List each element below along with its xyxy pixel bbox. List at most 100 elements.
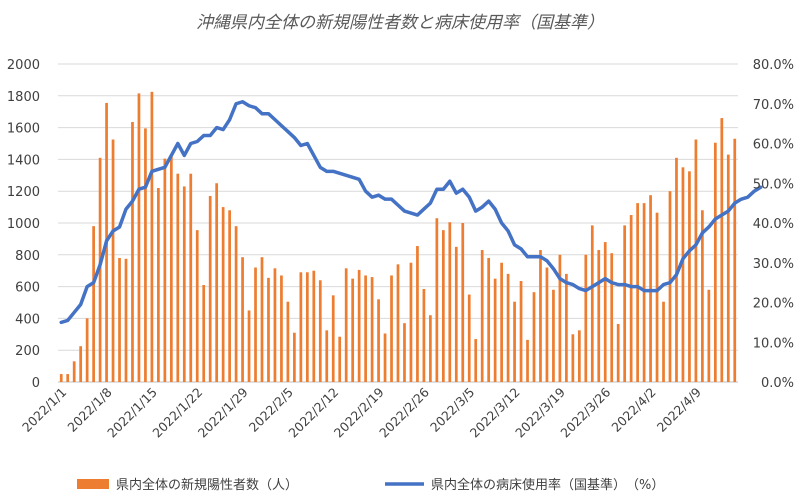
bar <box>403 323 406 382</box>
bar <box>92 226 95 382</box>
bar <box>131 122 134 382</box>
bar <box>558 254 562 382</box>
bar <box>603 242 607 382</box>
bar <box>429 315 432 382</box>
bar <box>377 299 380 382</box>
bar <box>312 270 316 382</box>
bar <box>221 207 225 382</box>
bar <box>202 285 206 382</box>
bar <box>681 167 685 382</box>
bar <box>79 346 83 382</box>
y-left-tick-label: 200 <box>15 344 40 359</box>
series-line <box>59 100 763 325</box>
bar <box>694 139 698 382</box>
bar <box>280 275 283 382</box>
bar <box>448 222 452 382</box>
bar <box>610 253 614 382</box>
y-left-tick-label: 600 <box>15 281 40 296</box>
bar <box>597 250 601 382</box>
bar <box>228 210 231 382</box>
bar <box>344 268 348 382</box>
bar <box>357 269 361 382</box>
bar <box>157 188 160 382</box>
bar <box>325 330 329 382</box>
y-right-tick-label: 30.0% <box>753 257 794 272</box>
bar <box>532 292 536 382</box>
bar <box>72 361 76 382</box>
bar <box>241 257 244 382</box>
bar <box>539 250 542 382</box>
legend: 県内全体の新規陽性者数（人） 県内全体の病床使用率（国基準） （%） <box>77 477 664 493</box>
y-left-tick-label: 1000 <box>7 217 40 232</box>
bar <box>293 332 296 382</box>
x-axis: 2022/1/12022/1/82022/1/152022/1/222022/1… <box>19 384 704 440</box>
bar <box>733 138 737 382</box>
bar <box>396 264 400 382</box>
bar <box>331 295 335 382</box>
y-axis-right: 0.0% 10.0% 20.0% 30.0% 40.0% 50.0% 60.0% 70.0% 8… <box>753 58 794 391</box>
bar <box>474 339 478 382</box>
bar <box>726 154 730 382</box>
x-tick-label: 2022/1/29 <box>195 384 251 440</box>
bar <box>454 246 458 382</box>
bar <box>169 154 173 382</box>
bar <box>364 275 367 382</box>
bar <box>215 183 219 382</box>
bar <box>390 275 393 382</box>
bar <box>571 334 575 382</box>
y-left-tick-label: 2000 <box>7 58 40 73</box>
bar <box>351 278 355 382</box>
y-right-tick-label: 70.0% <box>753 98 794 113</box>
line-series <box>59 100 763 325</box>
y-axis-left: 0 200 400 600 800 1000 1200 1400 1600 1800 2000 <box>7 58 40 391</box>
bar <box>286 301 290 382</box>
bar <box>98 157 102 382</box>
bar <box>59 374 63 382</box>
y-left-tick-label: 1800 <box>7 90 40 105</box>
bar <box>720 118 724 382</box>
bar <box>513 301 516 382</box>
y-right-tick-label: 20.0% <box>753 297 794 312</box>
bar <box>182 186 186 382</box>
bar <box>461 223 465 382</box>
bar <box>409 262 413 382</box>
y-right-tick-label: 50.0% <box>753 177 794 192</box>
bar <box>150 91 154 382</box>
bar <box>111 139 115 382</box>
bar <box>701 210 704 382</box>
bar <box>176 173 180 382</box>
y-right-tick-label: 10.0% <box>753 336 794 351</box>
bar <box>305 272 309 382</box>
bar <box>487 257 491 382</box>
bar <box>642 203 646 382</box>
bar <box>144 128 147 382</box>
bar <box>577 330 581 382</box>
bar <box>655 212 659 382</box>
bar <box>500 262 503 382</box>
bar <box>416 246 419 382</box>
bar <box>636 203 639 382</box>
bar <box>662 301 665 382</box>
bar <box>668 191 672 382</box>
bar <box>441 230 445 382</box>
bar <box>623 225 627 382</box>
legend-swatch-bar <box>77 479 109 489</box>
bar <box>137 93 141 382</box>
bar <box>338 336 342 382</box>
bar <box>493 278 497 382</box>
bar <box>260 257 264 382</box>
bar <box>189 173 193 382</box>
bar <box>422 288 426 382</box>
bar <box>545 267 549 382</box>
bar <box>273 268 277 382</box>
bar <box>247 310 251 382</box>
legend-label-bar: 県内全体の新規陽性者数（人） <box>116 477 298 493</box>
chart-title: 沖縄県内全体の新規陽性者数と病床使用率（国基準） <box>196 13 604 33</box>
bar <box>565 273 568 382</box>
bar <box>118 257 121 382</box>
bar <box>195 230 199 382</box>
bar <box>163 158 167 382</box>
bar <box>519 281 523 382</box>
